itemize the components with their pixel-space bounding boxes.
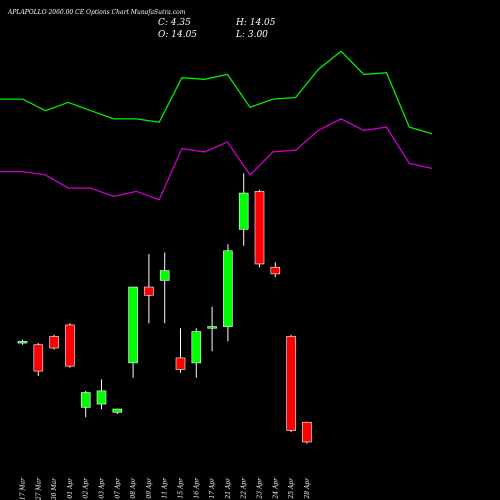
candle-body xyxy=(96,390,107,405)
candle-body xyxy=(254,191,265,265)
x-tick-label: 25 Apr xyxy=(288,477,295,500)
candle-body xyxy=(144,286,154,296)
candle-body xyxy=(80,392,91,408)
close-value: C: 4.35 xyxy=(158,18,191,28)
x-tick-label: 22 Apr xyxy=(241,477,248,500)
upper-band-line xyxy=(0,50,433,135)
x-tick-label: 24 Apr xyxy=(272,477,279,500)
candle-body xyxy=(128,286,138,364)
candle-body xyxy=(286,336,296,431)
candle-body xyxy=(238,192,249,230)
x-tick-label: 30 Mar xyxy=(51,477,58,500)
x-tick-label: 07 Apr xyxy=(114,477,121,499)
chart-title: APLAPOLLO 2060.00 CE Options Chart Munaf… xyxy=(7,9,186,16)
x-tick-label: 28 Apr xyxy=(304,477,311,500)
band-layer xyxy=(0,50,433,201)
x-tick-label: 02 Apr xyxy=(83,477,90,499)
x-tick-label: 03 Apr xyxy=(99,477,106,499)
candle-body xyxy=(207,326,217,329)
x-tick-label: 16 Apr xyxy=(193,477,200,499)
x-tick-label: 08 Apr xyxy=(130,477,137,499)
x-tick-label: 23 Apr xyxy=(257,477,264,500)
candle-body xyxy=(302,421,312,443)
candle-layer xyxy=(17,173,312,444)
x-tick-label: 21 Apr xyxy=(225,477,232,500)
candle-body xyxy=(159,270,170,281)
x-tick-label: 17 Apr xyxy=(209,477,216,499)
x-tick-label: 09 Apr xyxy=(146,477,153,499)
candle-body xyxy=(223,250,233,327)
candle-body xyxy=(175,357,186,370)
candle-body xyxy=(191,331,202,364)
low-value: L: 3.00 xyxy=(235,30,268,40)
candle-body xyxy=(49,336,59,349)
candle-body xyxy=(17,341,28,344)
x-axis: 17 Mar 27 Mar 30 Mar 01 Apr 02 Apr 03 Apr 07 A… xyxy=(20,477,311,500)
open-value: O: 14.05 xyxy=(158,30,197,40)
x-tick-label: 01 Apr xyxy=(67,477,74,499)
lower-band-line xyxy=(0,118,433,201)
high-value: H: 14.05 xyxy=(235,18,276,28)
candle-body xyxy=(65,324,75,367)
x-tick-label: 27 Mar xyxy=(35,477,42,500)
candle-body xyxy=(270,266,281,275)
x-tick-label: 11 Apr xyxy=(162,477,169,499)
candle-body xyxy=(112,408,123,413)
x-tick-label: 17 Mar xyxy=(20,477,27,500)
candle-body xyxy=(33,344,44,372)
x-tick-label: 15 Apr xyxy=(178,477,185,499)
